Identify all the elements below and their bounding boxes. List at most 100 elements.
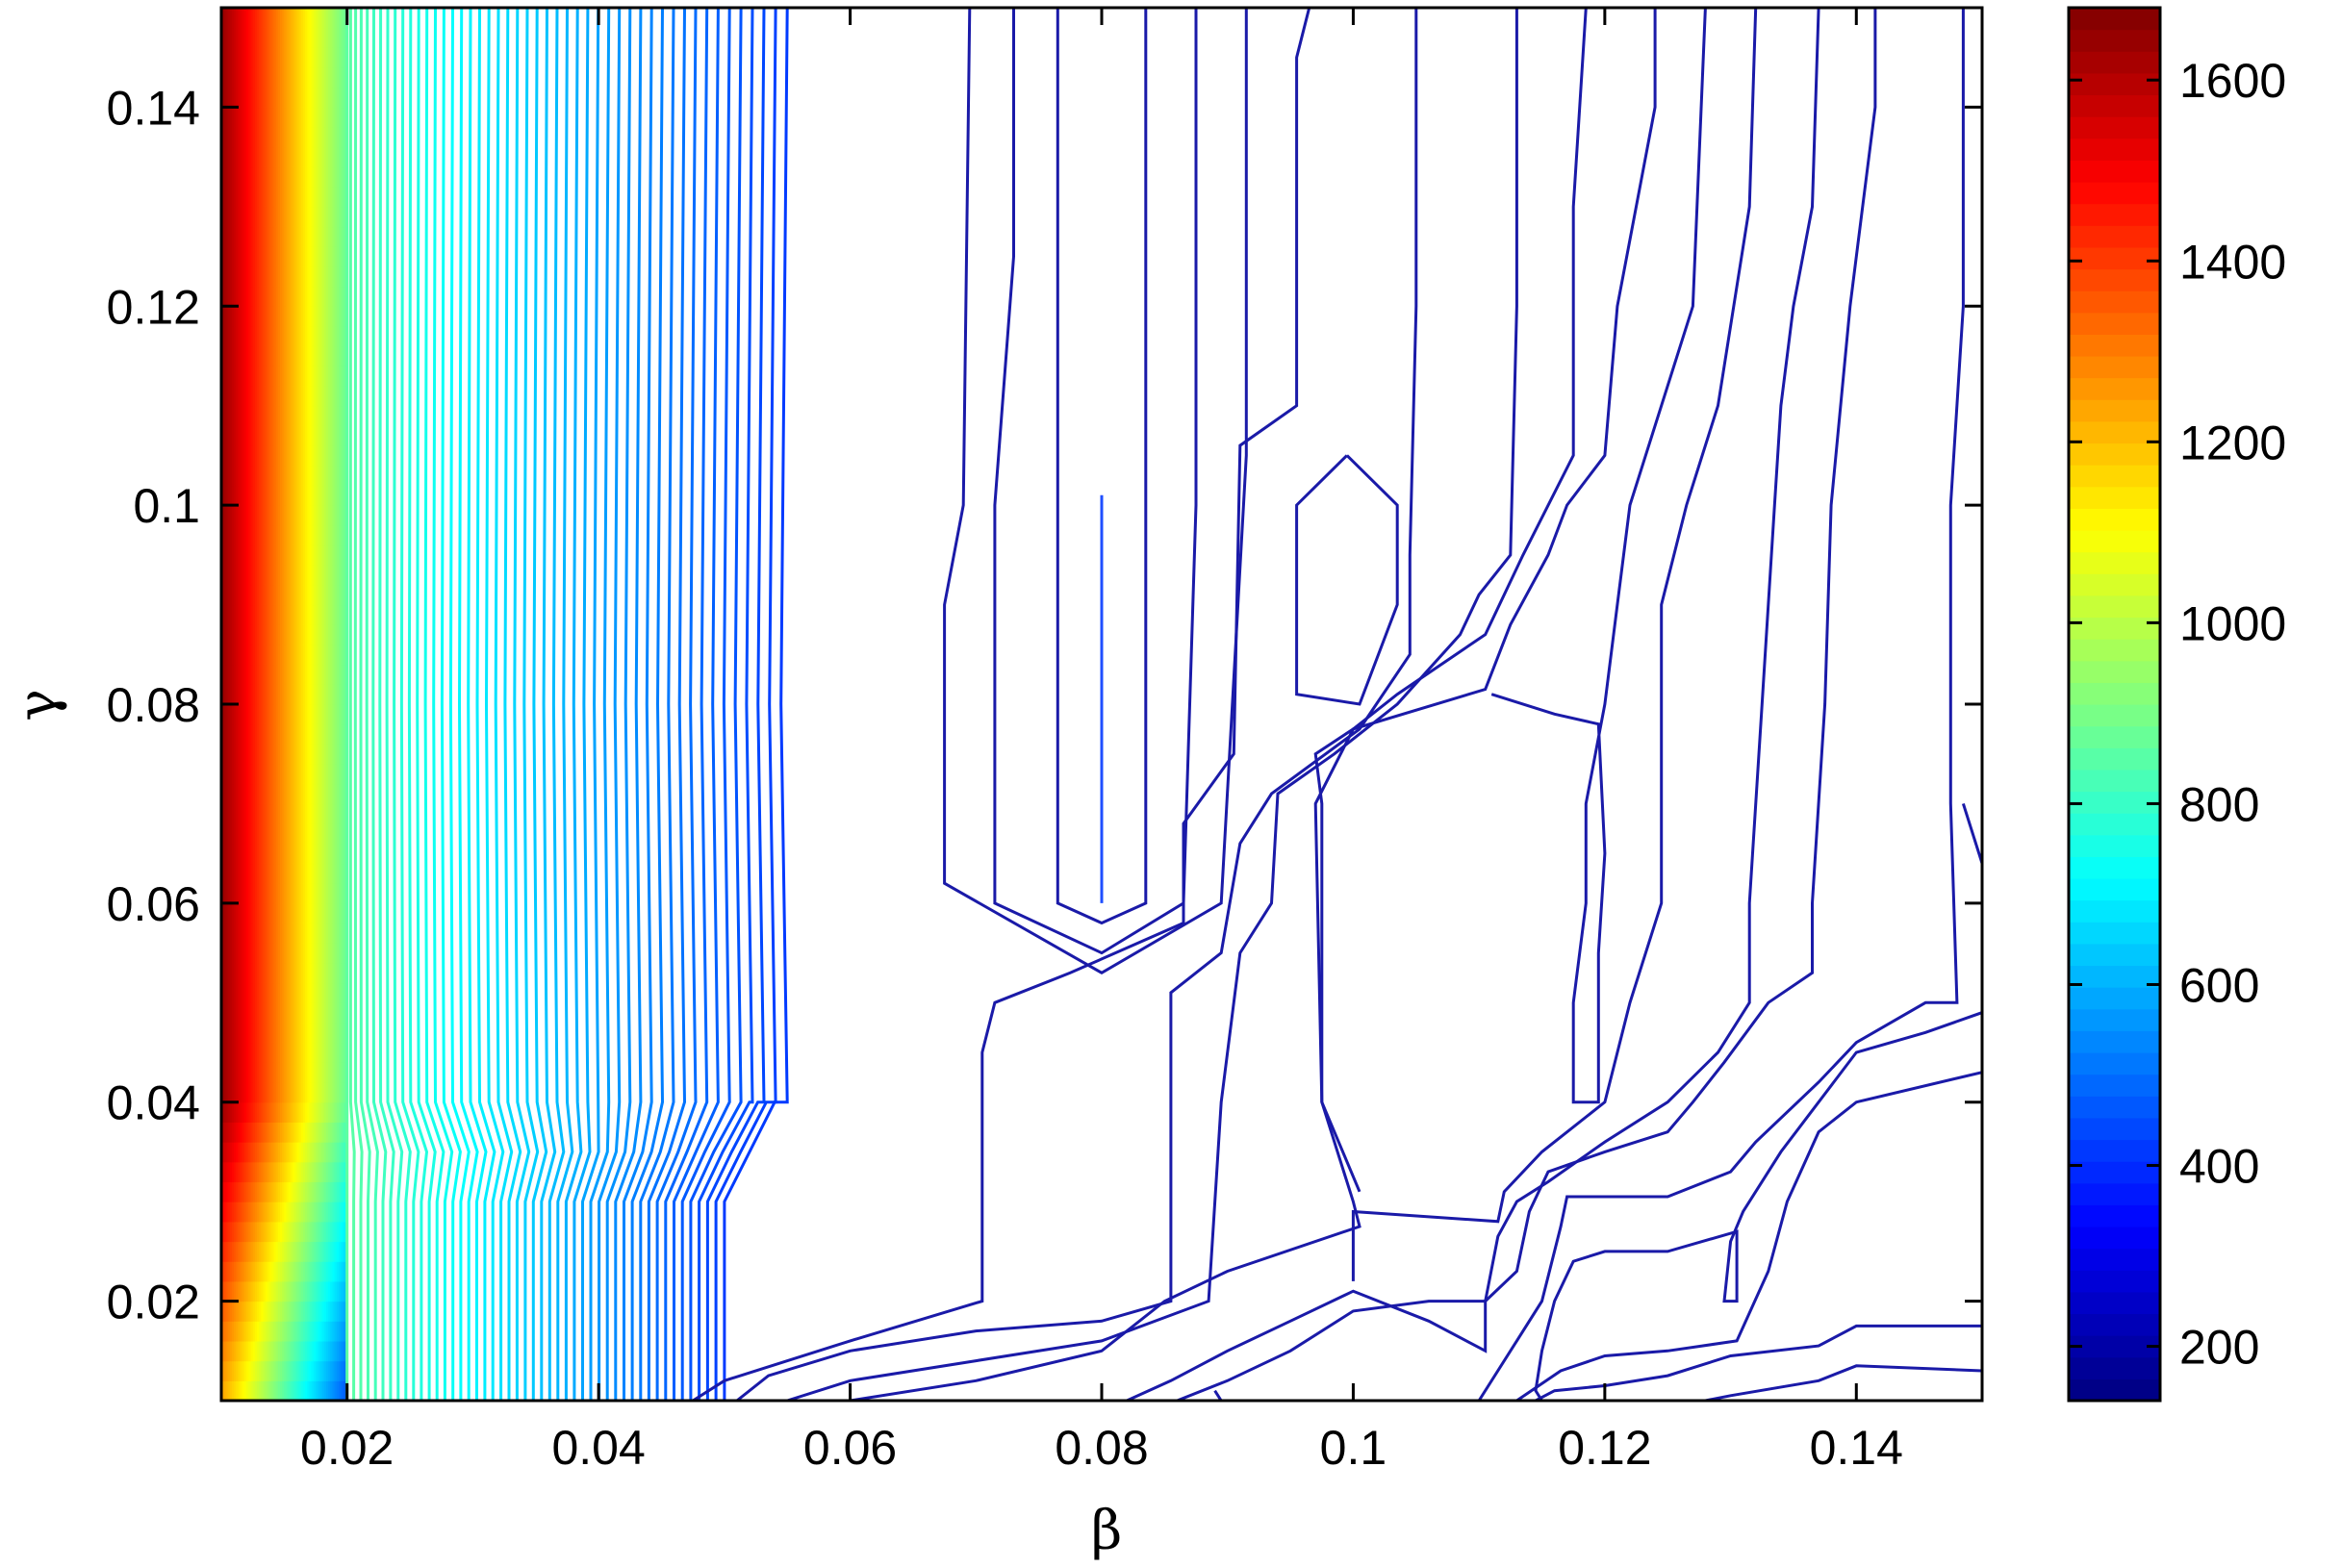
- heat-cell: [229, 1142, 233, 1163]
- heat-cell: [334, 1022, 338, 1044]
- heat-cell: [267, 704, 270, 725]
- heat-cell: [300, 127, 304, 148]
- heat-cell: [343, 1340, 346, 1362]
- heat-cell: [229, 87, 233, 109]
- heat-cell: [248, 445, 252, 467]
- heat-cell: [334, 345, 338, 367]
- heat-cell: [343, 664, 346, 685]
- heat-cell: [271, 664, 275, 685]
- heat-cell: [261, 1360, 265, 1381]
- heat-cell: [261, 1380, 265, 1401]
- heat-cell: [300, 1042, 304, 1063]
- heat-cell: [307, 883, 311, 904]
- x-tick-label: 0.04: [551, 1421, 645, 1475]
- heat-cell: [319, 1082, 323, 1103]
- heat-cell: [323, 27, 327, 48]
- heat-cell: [225, 1082, 229, 1103]
- heat-cell: [328, 206, 331, 228]
- heat-cell: [269, 1181, 272, 1202]
- heat-cell: [238, 1241, 242, 1262]
- heat-cell: [334, 325, 338, 347]
- heat-cell: [236, 306, 240, 327]
- heat-cell: [332, 1042, 336, 1063]
- heat-cell: [313, 67, 317, 89]
- heat-cell: [334, 1062, 338, 1083]
- heat-cell: [242, 704, 245, 725]
- heat-cell: [294, 8, 298, 29]
- heat-cell: [302, 286, 306, 307]
- heat-cell: [284, 1321, 288, 1342]
- heat-cell: [341, 823, 344, 845]
- heat-cell: [269, 624, 272, 645]
- heat-cell: [293, 883, 295, 904]
- heat-cell: [293, 345, 295, 367]
- heat-cell: [298, 1181, 302, 1202]
- heat-cell: [305, 1340, 308, 1362]
- heat-cell: [248, 1042, 252, 1063]
- heat-cell: [319, 524, 323, 546]
- heat-cell: [242, 425, 245, 446]
- heat-cell: [293, 1241, 295, 1262]
- heat-cell: [318, 704, 320, 725]
- heat-cell: [273, 962, 277, 984]
- heat-cell: [334, 465, 338, 487]
- heat-cell: [313, 644, 317, 666]
- heat-cell: [290, 425, 293, 446]
- heat-cell: [242, 962, 245, 984]
- heat-cell: [284, 544, 288, 566]
- heat-cell: [294, 584, 298, 606]
- heat-cell: [319, 823, 323, 845]
- heat-cell: [223, 843, 226, 865]
- heat-cell: [277, 843, 281, 865]
- heat-cell: [293, 286, 295, 307]
- heat-cell: [282, 505, 285, 526]
- heat-cell: [243, 127, 247, 148]
- heat-cell: [231, 425, 235, 446]
- heat-cell: [286, 127, 290, 148]
- heat-cell: [250, 246, 254, 267]
- heat-cell: [223, 902, 226, 924]
- heat-cell: [325, 783, 329, 805]
- heat-cell: [273, 405, 277, 426]
- x-tick-label: 0.1: [1320, 1421, 1387, 1475]
- heat-cell: [288, 1221, 292, 1243]
- heat-cell: [290, 604, 293, 625]
- heat-cell: [261, 565, 265, 586]
- heat-cell: [332, 883, 336, 904]
- heat-cell: [296, 286, 300, 307]
- heat-cell: [246, 505, 249, 526]
- heat-cell: [313, 1062, 317, 1083]
- heat-cell: [265, 1241, 268, 1262]
- heat-cell: [257, 624, 260, 645]
- heat-cell: [307, 565, 311, 586]
- heat-cell: [238, 704, 242, 725]
- heat-cell: [332, 345, 336, 367]
- heat-cell: [231, 1261, 235, 1282]
- heat-cell: [305, 843, 308, 865]
- heat-cell: [330, 246, 334, 267]
- heat-cell: [250, 425, 254, 446]
- heat-cell: [227, 1301, 231, 1322]
- heat-cell: [269, 127, 272, 148]
- heat-cell: [311, 146, 315, 168]
- colorbar-step: [2069, 1335, 2160, 1358]
- heat-cell: [246, 664, 249, 685]
- heat-cell: [271, 1261, 275, 1282]
- heat-cell: [343, 1101, 346, 1123]
- heat-cell: [261, 405, 265, 426]
- heat-cell: [246, 943, 249, 964]
- heat-cell: [332, 1082, 336, 1103]
- heat-cell: [328, 107, 331, 128]
- heat-cell: [330, 405, 334, 426]
- heat-cell: [328, 584, 331, 606]
- heat-cell: [332, 146, 336, 168]
- heat-cell: [259, 206, 262, 228]
- heat-cell: [325, 565, 329, 586]
- heat-cell: [321, 325, 325, 347]
- heat-cell: [319, 445, 323, 467]
- contour-line: [1313, 8, 1657, 1193]
- heat-cell: [240, 187, 243, 208]
- heat-cell: [294, 187, 298, 208]
- heat-cell: [236, 764, 240, 785]
- heat-cell: [248, 803, 252, 824]
